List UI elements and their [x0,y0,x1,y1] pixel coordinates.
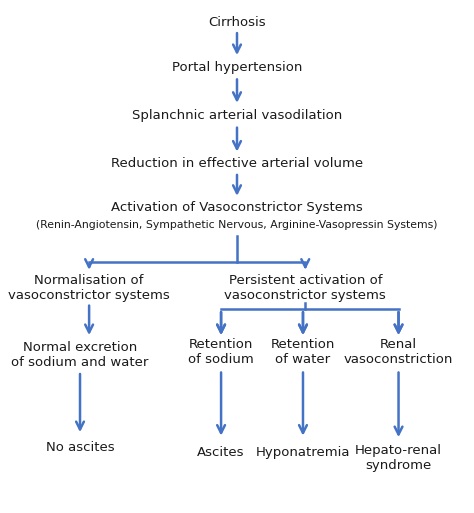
Text: Persistent activation of
vasoconstrictor systems: Persistent activation of vasoconstrictor… [224,273,386,302]
Text: Normalisation of
vasoconstrictor systems: Normalisation of vasoconstrictor systems [8,273,170,302]
Text: Reduction in effective arterial volume: Reduction in effective arterial volume [111,157,363,170]
Text: Retention
of sodium: Retention of sodium [188,338,254,366]
Text: Retention
of water: Retention of water [271,338,335,366]
Text: Hyponatremia: Hyponatremia [256,446,350,459]
Text: Portal hypertension: Portal hypertension [172,62,302,74]
Text: (Renin-Angiotensin, Sympathetic Nervous, Arginine-Vasopressin Systems): (Renin-Angiotensin, Sympathetic Nervous,… [36,220,438,230]
Text: Renal
vasoconstriction: Renal vasoconstriction [344,338,453,366]
Text: Cirrhosis: Cirrhosis [208,16,266,29]
Text: No ascites: No ascites [46,441,114,454]
Text: Hepato-renal
syndrome: Hepato-renal syndrome [355,444,442,471]
Text: Ascites: Ascites [197,446,245,459]
Text: Normal excretion
of sodium and water: Normal excretion of sodium and water [11,341,149,368]
Text: Splanchnic arterial vasodilation: Splanchnic arterial vasodilation [132,109,342,122]
Text: Activation of Vasoconstrictor Systems: Activation of Vasoconstrictor Systems [111,201,363,214]
